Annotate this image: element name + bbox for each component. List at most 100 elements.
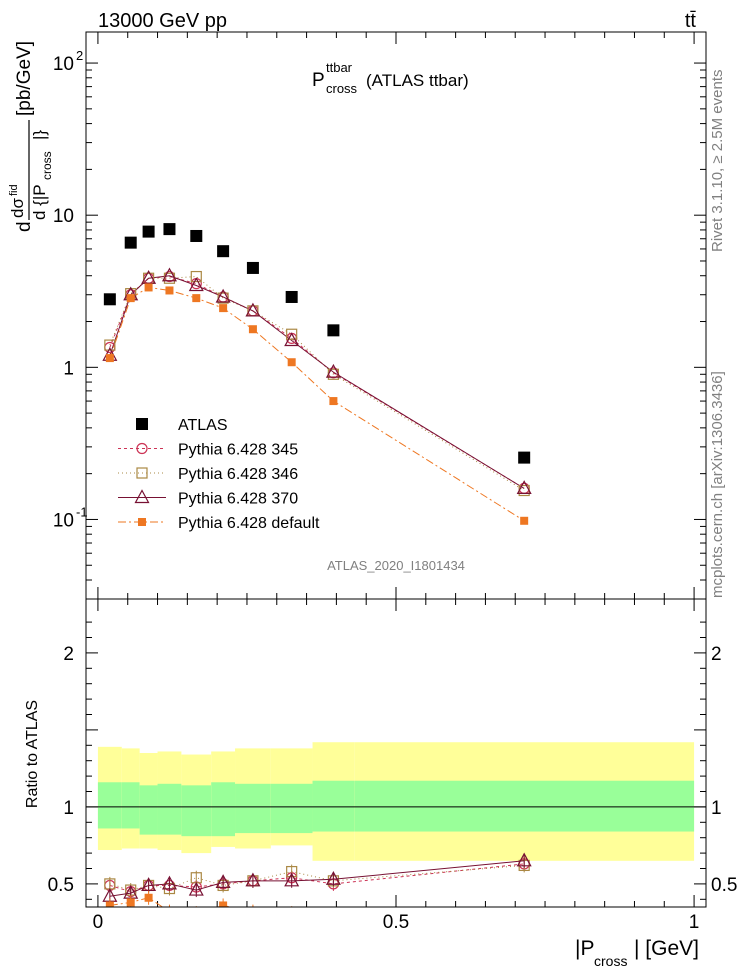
x-tick-label: 0.5 <box>383 912 409 933</box>
process-label: tt̄ <box>685 10 697 32</box>
uncertainty-band-inner <box>235 783 271 834</box>
ratio-line-2 <box>109 860 525 897</box>
data-point-3-6 <box>245 302 261 317</box>
uncertainty-band-inner <box>354 780 695 832</box>
main-y-axis-label: d dσ fid d {|P cross |} [pb/GeV] <box>8 41 54 232</box>
data-point-4-5 <box>219 304 228 313</box>
ylabel-denominator: d {|P <box>30 184 49 220</box>
legend-label: Pythia 6.428 345 <box>178 442 298 459</box>
ratio-y-tick-label-right: 1 <box>711 798 722 819</box>
uncertainty-band-inner <box>139 785 158 835</box>
uncertainty-band-inner <box>121 782 140 829</box>
y-tick-exponent: 2 <box>76 48 83 63</box>
main-plot-frame <box>85 31 707 600</box>
ratio-point-2-2 <box>141 877 157 892</box>
analysis-id: ATLAS_2020_I1801434 <box>327 558 465 573</box>
ylabel-d: d <box>14 221 35 232</box>
mcplots-label: mcplots.cern.ch [arXiv:1306.3436] <box>709 371 726 598</box>
title-superscript: ttbar <box>326 60 353 75</box>
ylabel-dsigma: dσ <box>8 198 27 218</box>
ratio-point-2-9 <box>516 852 532 867</box>
ratio-point-3-7 <box>288 909 296 917</box>
legend: ATLAS Pythia 6.428 345 Pythia 6.428 346 Pyt… <box>118 417 320 532</box>
data-point-4-1 <box>126 294 135 303</box>
ratio-point-3-8 <box>329 911 337 919</box>
ratio-point-2-5 <box>215 874 231 888</box>
ratio-point-3-0 <box>105 901 114 907</box>
data-point-4-3 <box>165 286 174 295</box>
ratio-point-2-3 <box>161 875 177 890</box>
legend-marker <box>138 518 146 526</box>
ratio-point-2-6 <box>245 872 261 887</box>
ratio-plot-frame <box>85 598 707 908</box>
uncertainty-band-inner <box>270 783 313 834</box>
y-tick-label: 1 <box>63 358 74 379</box>
x-axis-label-main: |P <box>575 937 594 960</box>
legend-label: Pythia 6.428 default <box>178 515 320 532</box>
ratio-point-3-6 <box>249 908 257 916</box>
x-axis-label-sub: cross <box>594 953 627 969</box>
data-point-3-9 <box>516 480 532 494</box>
ratio-point-3-1 <box>126 898 135 907</box>
ratio-line-0 <box>109 863 525 893</box>
data-point-0-1 <box>124 236 137 249</box>
ratio-point-2-8 <box>325 871 341 885</box>
ratio-line-3 <box>109 897 234 907</box>
ratio-y-tick-label: 2 <box>63 644 74 665</box>
series-line-4 <box>109 286 525 522</box>
data-point-3-2 <box>141 269 157 284</box>
y-tick-label: 10 <box>53 54 74 75</box>
data-point-4-2 <box>144 283 153 292</box>
uncertainty-band-inner <box>97 782 122 829</box>
legend-label: ATLAS <box>178 417 228 434</box>
ratio-y-tick-label: 1 <box>63 798 74 819</box>
ratio-series-layer <box>102 852 532 919</box>
uncertainty-band-inner <box>312 780 355 832</box>
data-point-0-4 <box>190 229 203 242</box>
legend-marker <box>136 442 148 455</box>
ratio-point-3-5 <box>219 901 228 907</box>
data-point-0-2 <box>142 225 155 238</box>
legend-marker <box>134 489 150 504</box>
energy-label: 13000 GeV pp <box>98 10 227 32</box>
ylabel-units: [pb/GeV] <box>14 41 35 116</box>
ratio-line-1 <box>109 864 525 891</box>
series-line-1 <box>109 276 525 489</box>
series-line-2 <box>109 276 525 491</box>
legend-marker <box>136 418 148 430</box>
legend-label: Pythia 6.428 370 <box>178 491 298 508</box>
data-point-0-7 <box>285 290 298 303</box>
data-point-1-4 <box>190 278 202 290</box>
plot-title: P <box>312 70 325 91</box>
ratio-point-3-4 <box>192 909 200 917</box>
x-tick-label: 1 <box>689 912 700 933</box>
uncertainty-band-inner <box>157 783 182 835</box>
data-point-4-0 <box>105 354 114 363</box>
data-point-0-9 <box>518 451 531 464</box>
title-suffix: (ATLAS ttbar) <box>366 71 469 90</box>
ratio-point-2-4 <box>188 881 204 896</box>
data-point-0-5 <box>217 245 230 258</box>
title-main: P <box>312 70 325 91</box>
ratio-plot-area: 0.5 0.5 1 1 2 2 0 0.5 1 <box>48 621 737 933</box>
ratio-point-3-9 <box>520 911 528 919</box>
data-point-2-4 <box>190 270 202 283</box>
data-point-3-8 <box>325 363 341 378</box>
ratio-point-2-7 <box>284 872 300 887</box>
main-series-layer <box>102 223 532 525</box>
data-point-4-9 <box>520 516 529 525</box>
y-tick-label: 10 <box>53 510 74 531</box>
data-point-3-5 <box>215 288 231 303</box>
ratio-y-tick-label-right: 2 <box>711 644 722 665</box>
data-point-4-6 <box>248 325 257 334</box>
data-point-4-4 <box>192 294 201 303</box>
data-point-0-3 <box>163 223 176 236</box>
ylabel-fid: fid <box>8 184 20 196</box>
ratio-y-tick-label: 0.5 <box>48 875 74 896</box>
y-tick-exponent: -1 <box>76 504 88 519</box>
data-point-2-0 <box>104 339 116 351</box>
data-point-3-7 <box>284 332 300 347</box>
data-point-3-4 <box>188 277 204 292</box>
